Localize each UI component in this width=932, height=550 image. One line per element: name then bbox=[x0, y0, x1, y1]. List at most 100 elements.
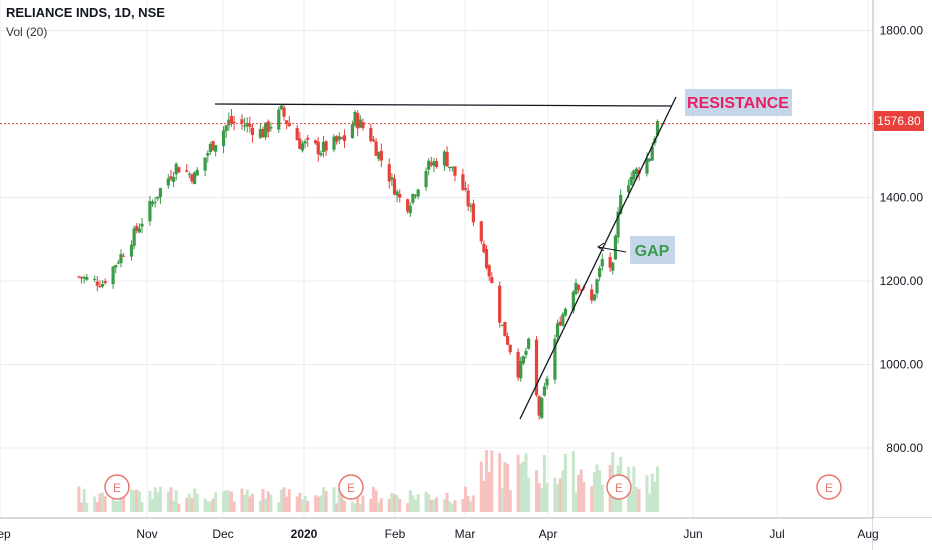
candle-body bbox=[416, 189, 420, 197]
volume-bar bbox=[571, 451, 575, 512]
candle-body bbox=[350, 124, 355, 139]
candle-body bbox=[398, 193, 402, 198]
gap-label-text: GAP bbox=[635, 243, 670, 260]
volume-bar bbox=[598, 470, 602, 512]
candle-body bbox=[95, 281, 99, 286]
volume-bar bbox=[471, 495, 475, 512]
candle-body bbox=[221, 130, 226, 147]
earnings-marker-letter: E bbox=[347, 481, 355, 495]
earnings-marker-circle bbox=[338, 474, 364, 500]
candle-body bbox=[174, 163, 178, 175]
candle-body bbox=[632, 170, 636, 180]
candle-body bbox=[574, 282, 578, 295]
volume-bar bbox=[553, 477, 557, 512]
earnings-marker-icon[interactable]: E bbox=[338, 474, 364, 500]
volume-bar bbox=[211, 498, 215, 512]
candle-body bbox=[158, 188, 163, 198]
candle-body bbox=[269, 126, 273, 129]
volume-bar bbox=[482, 480, 486, 512]
candle-body bbox=[287, 123, 291, 127]
price-tick-label: 800.00 bbox=[886, 441, 923, 455]
candle-body bbox=[150, 201, 155, 205]
time-axis[interactable]: Sep Nov Dec 2020 Feb Mar Apr Jun Jul Aug bbox=[0, 517, 932, 550]
volume-bar bbox=[629, 491, 633, 512]
candle-body bbox=[100, 284, 105, 287]
time-tick-label: Aug bbox=[857, 527, 878, 541]
candle-body bbox=[227, 119, 231, 126]
volume-bar bbox=[464, 486, 468, 512]
volume-bar bbox=[337, 489, 341, 512]
earnings-marker-letter: E bbox=[825, 481, 833, 495]
candle-body bbox=[356, 113, 360, 129]
candle-body bbox=[353, 111, 357, 126]
volume-bar bbox=[356, 489, 360, 512]
candle-body bbox=[427, 160, 431, 170]
volume-bar bbox=[442, 499, 446, 512]
volume-bar bbox=[656, 466, 659, 512]
price-tick-label: 1400.00 bbox=[880, 191, 924, 205]
candle-body bbox=[371, 139, 376, 142]
candle-body bbox=[156, 196, 160, 199]
candle-body bbox=[592, 294, 596, 301]
volume-bar bbox=[632, 466, 636, 512]
candle-body bbox=[406, 199, 410, 212]
volume-bar bbox=[432, 499, 436, 512]
candle-body bbox=[619, 194, 623, 214]
candle-body bbox=[432, 161, 436, 166]
candle-body bbox=[527, 338, 531, 349]
candle-body bbox=[434, 161, 439, 167]
last-price-tag: 1576.80 bbox=[874, 111, 924, 131]
gap-label[interactable]: GAP bbox=[630, 236, 675, 264]
volume-bar bbox=[487, 472, 491, 512]
resistance-label[interactable]: RESISTANCE bbox=[685, 89, 792, 116]
volume-bar bbox=[303, 495, 307, 512]
price-axis[interactable]: 1800.00 1400.00 1200.00 1000.00 800.00 bbox=[872, 0, 924, 550]
candle-body bbox=[424, 171, 428, 188]
candle-body bbox=[461, 174, 465, 191]
candle-body bbox=[484, 249, 489, 269]
volume-bar bbox=[174, 490, 178, 512]
volume-bar bbox=[98, 493, 102, 512]
candle-body bbox=[445, 151, 449, 167]
volume-bar bbox=[116, 500, 120, 512]
earnings-marker-icon[interactable]: E bbox=[104, 474, 130, 500]
candle-body bbox=[337, 136, 341, 140]
candle-body bbox=[369, 127, 373, 141]
volume-bar bbox=[577, 474, 581, 512]
volume-bar bbox=[148, 490, 152, 512]
volume-bar bbox=[135, 489, 139, 512]
candle-body bbox=[140, 223, 144, 227]
trend-line bbox=[519, 96, 677, 420]
candle-body bbox=[79, 276, 84, 279]
volume-bar bbox=[469, 500, 473, 512]
candle-body bbox=[598, 267, 602, 278]
symbol-title[interactable]: RELIANCE INDS, 1D, NSE bbox=[6, 5, 165, 20]
candle-body bbox=[553, 338, 557, 380]
candle-body bbox=[498, 285, 502, 323]
volume-bar bbox=[266, 491, 270, 512]
volume-bar bbox=[524, 453, 528, 512]
volume-indicator-label[interactable]: Vol (20) bbox=[6, 25, 48, 39]
volume-bar bbox=[177, 503, 181, 512]
volume-bar bbox=[369, 498, 373, 512]
volume-bar bbox=[519, 463, 523, 512]
candle-body bbox=[595, 279, 599, 294]
volume-bar bbox=[574, 492, 578, 512]
volume-bar bbox=[350, 501, 354, 512]
earnings-marker-icon[interactable]: E bbox=[816, 474, 842, 500]
volume-bar bbox=[119, 494, 123, 512]
candle-body bbox=[248, 123, 252, 127]
candle-body bbox=[122, 255, 126, 257]
candle-body bbox=[442, 151, 447, 166]
volume-bar bbox=[406, 503, 410, 512]
volume-bar bbox=[77, 486, 81, 512]
candle-body bbox=[613, 235, 618, 260]
candle-body bbox=[379, 150, 383, 161]
earnings-marker-icon[interactable]: E bbox=[606, 474, 632, 500]
candle-body bbox=[471, 203, 475, 223]
volume-bar bbox=[324, 490, 328, 512]
volume-bar bbox=[466, 496, 470, 512]
volume-bar bbox=[245, 489, 249, 512]
